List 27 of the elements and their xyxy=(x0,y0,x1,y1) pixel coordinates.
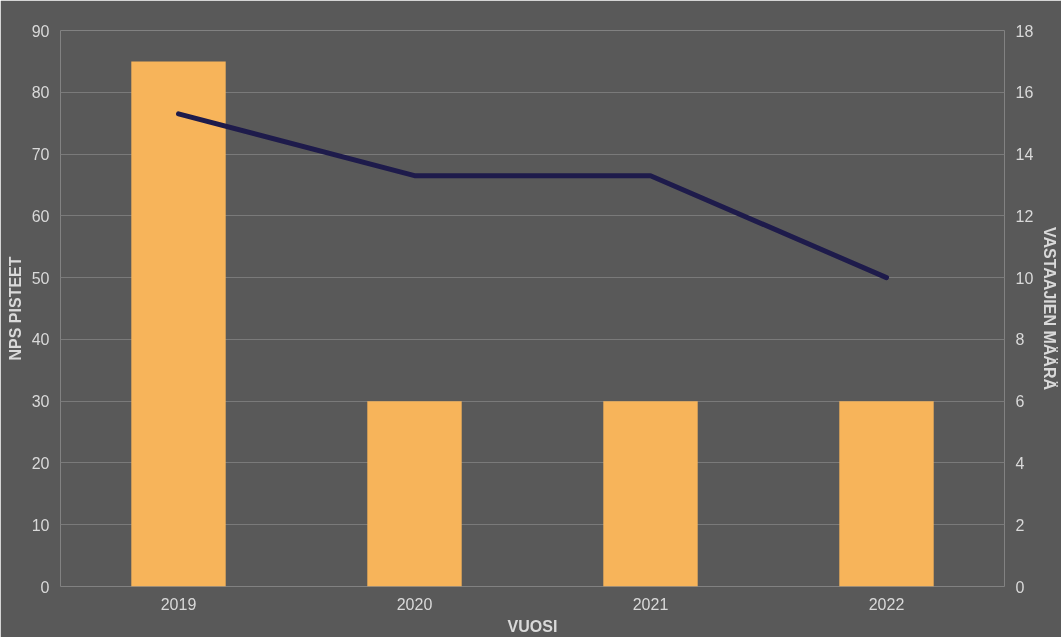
y-tick-label: 10 xyxy=(31,516,50,534)
y-tick-label: 80 xyxy=(31,84,50,102)
y-axis-title: NPS PISTEET xyxy=(6,256,24,361)
y-tick-label: 60 xyxy=(31,207,50,225)
y-tick-label: 20 xyxy=(31,454,50,472)
y-tick-label: 40 xyxy=(31,331,50,349)
y-tick-label: 90 xyxy=(31,22,50,40)
y2-tick-label: 12 xyxy=(1015,207,1034,225)
y2-tick-label: 16 xyxy=(1015,84,1034,102)
x-tick-label: 2021 xyxy=(632,595,669,613)
y-tick-label: 0 xyxy=(40,578,50,596)
y2-tick-label: 18 xyxy=(1015,22,1034,40)
y-tick-label: 70 xyxy=(31,146,50,164)
x-axis-title: VUOSI xyxy=(507,617,558,635)
x-tick-label: 2022 xyxy=(868,595,905,613)
y2-tick-label: 0 xyxy=(1015,578,1025,596)
x-tick-label: 2019 xyxy=(160,595,197,613)
y2-axis-title: VASTAAJIEN MÄÄRÄ xyxy=(1041,227,1059,391)
y2-tick-label: 6 xyxy=(1015,393,1025,411)
y2-tick-label: 10 xyxy=(1015,269,1034,287)
y-tick-label: 50 xyxy=(31,269,50,287)
y-tick-label: 30 xyxy=(31,393,50,411)
y2-tick-label: 4 xyxy=(1015,454,1025,472)
y2-tick-label: 14 xyxy=(1015,146,1034,164)
x-tick-label: 2020 xyxy=(396,595,433,613)
y2-tick-label: 8 xyxy=(1015,331,1025,349)
y2-tick-label: 2 xyxy=(1015,516,1025,534)
